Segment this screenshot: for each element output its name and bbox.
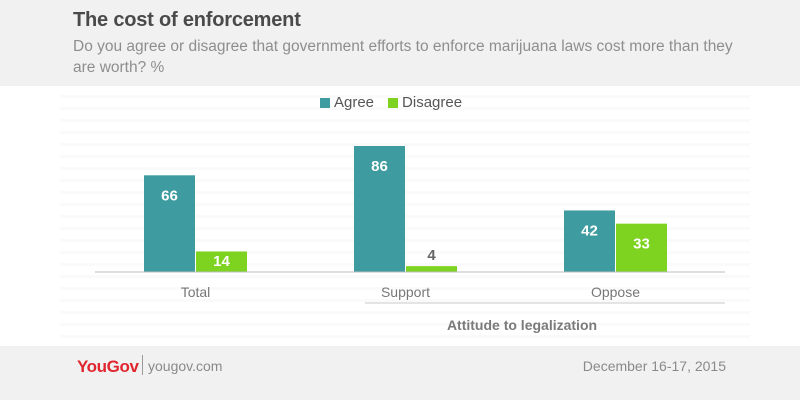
bar-support-disagree	[406, 266, 457, 272]
category-label-support: Support	[381, 284, 430, 300]
legend-item-agree: Agree	[320, 94, 374, 111]
bar-total-agree	[144, 175, 195, 272]
legend-label-agree: Agree	[334, 94, 375, 111]
chart-subtitle: Do you agree or disagree that government…	[73, 38, 733, 76]
chart-title: The cost of enforcement	[73, 9, 301, 31]
legend-label-disagree: Disagree	[402, 94, 463, 111]
header-band	[0, 0, 800, 86]
footer-date: December 16-17, 2015	[582, 358, 726, 374]
bar-oppose-agree	[564, 210, 615, 272]
group-label: Attitude to legalization	[447, 317, 597, 333]
bar-total-disagree	[196, 251, 247, 272]
data-label-oppose-agree: 42	[581, 222, 598, 239]
footer-divider	[142, 355, 143, 375]
legend-swatch-disagree	[388, 97, 399, 108]
data-label-support-agree: 86	[371, 158, 388, 175]
category-label-total: Total	[181, 284, 211, 300]
data-label-total-agree: 66	[161, 187, 178, 204]
footer-site-link[interactable]: yougov.com	[148, 358, 223, 374]
yougov-logo[interactable]: YouGov	[77, 357, 139, 376]
data-label-oppose-disagree: 33	[633, 236, 650, 253]
category-label-oppose: Oppose	[591, 284, 640, 300]
footer-band	[0, 346, 800, 400]
data-label-total-disagree: 14	[213, 253, 230, 270]
legend: Agree Disagree	[320, 94, 476, 111]
bar-support-agree	[354, 146, 405, 272]
data-label-support-disagree: 4	[427, 247, 436, 264]
legend-item-disagree: Disagree	[388, 94, 462, 111]
legend-swatch-agree	[320, 97, 330, 108]
bar-oppose-disagree	[616, 223, 667, 272]
